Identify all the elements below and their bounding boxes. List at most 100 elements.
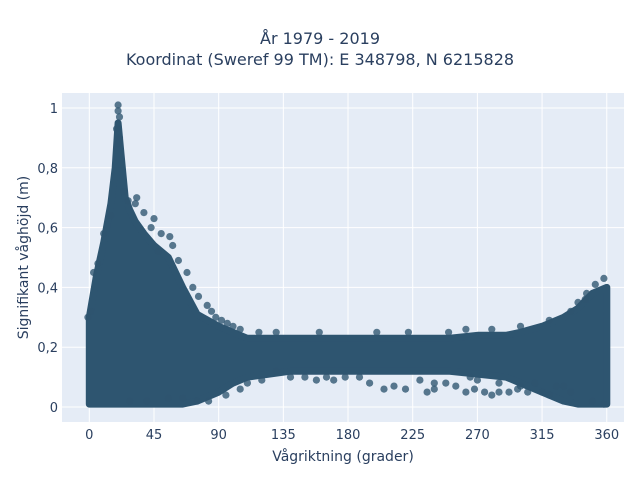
data-point xyxy=(445,328,453,336)
data-point xyxy=(514,385,522,393)
x-tick-label: 225 xyxy=(400,428,425,443)
data-point xyxy=(203,301,211,309)
data-point xyxy=(179,394,187,402)
data-point xyxy=(222,391,230,399)
data-point xyxy=(183,268,191,277)
data-point xyxy=(236,385,244,393)
data-point xyxy=(114,140,122,148)
data-point xyxy=(255,328,263,336)
x-tick-label: 45 xyxy=(146,428,163,443)
data-point xyxy=(217,316,226,324)
x-tick-label: 0 xyxy=(85,428,93,443)
data-point xyxy=(538,388,546,396)
data-point xyxy=(154,247,162,256)
data-point xyxy=(120,188,128,196)
data-point xyxy=(157,230,165,238)
y-axis-ticks: 0 0,2 0,4 0,6 0,8 1 xyxy=(37,102,58,416)
data-point xyxy=(87,307,95,315)
data-point xyxy=(430,385,438,393)
data-point xyxy=(131,200,139,208)
x-tick-label: 315 xyxy=(530,428,555,443)
data-point xyxy=(466,373,474,381)
data-point xyxy=(495,379,503,387)
data-point xyxy=(401,385,410,393)
data-point xyxy=(126,397,134,405)
data-point xyxy=(591,280,599,288)
data-point xyxy=(404,328,412,336)
data-point xyxy=(114,107,122,115)
y-tick-label: 0,4 xyxy=(37,281,58,296)
data-point xyxy=(330,376,338,384)
data-point xyxy=(390,382,398,390)
data-point xyxy=(505,388,513,396)
chart-title-line-1: År 1979 - 2019 xyxy=(260,29,380,48)
data-point xyxy=(140,209,148,217)
y-tick-label: 1 xyxy=(50,102,58,117)
x-axis-title: Vågriktning (grader) xyxy=(272,448,414,465)
y-tick-label: 0,2 xyxy=(37,341,58,356)
data-point xyxy=(243,379,251,387)
data-point xyxy=(430,379,438,387)
data-point xyxy=(322,373,331,381)
data-point xyxy=(100,230,108,238)
data-point xyxy=(545,391,553,399)
x-axis-ticks: 0 45 90 135 180 225 270 315 360 xyxy=(85,428,619,443)
data-point xyxy=(560,382,568,390)
data-point xyxy=(150,215,158,223)
data-point xyxy=(272,367,280,375)
data-point xyxy=(193,397,201,405)
chart-title: År 1979 - 2019 Koordinat (Sweref 99 TM):… xyxy=(0,28,640,70)
data-point xyxy=(552,382,561,390)
data-point xyxy=(312,376,320,384)
data-point xyxy=(207,307,216,315)
x-tick-label: 270 xyxy=(465,428,490,443)
data-point xyxy=(470,385,479,393)
data-point xyxy=(174,256,182,265)
data-point xyxy=(373,328,381,336)
data-point xyxy=(315,328,323,336)
x-tick-label: 90 xyxy=(210,428,227,443)
data-points xyxy=(84,101,608,408)
data-point xyxy=(600,274,608,282)
data-point xyxy=(462,325,470,333)
data-point xyxy=(495,388,503,396)
data-point xyxy=(166,233,174,241)
data-point xyxy=(366,379,374,387)
data-point xyxy=(531,379,539,387)
data-point xyxy=(524,388,532,396)
data-point xyxy=(223,319,231,327)
data-point xyxy=(236,325,244,333)
data-point xyxy=(114,101,122,109)
data-point xyxy=(301,373,309,381)
data-point xyxy=(416,376,424,384)
data-point xyxy=(107,212,115,220)
x-tick-label: 360 xyxy=(594,428,619,443)
data-point xyxy=(229,322,237,330)
data-point xyxy=(341,373,349,381)
data-point xyxy=(516,322,525,330)
data-point xyxy=(194,292,203,300)
data-point xyxy=(133,194,141,202)
data-point xyxy=(380,385,388,393)
data-point xyxy=(581,295,589,303)
data-point xyxy=(212,313,220,321)
data-point xyxy=(583,289,591,297)
data-point xyxy=(286,373,295,381)
x-tick-label: 180 xyxy=(336,428,361,443)
data-point xyxy=(205,397,213,405)
data-point xyxy=(442,379,450,387)
data-point xyxy=(124,197,132,205)
chart-title-line-2: Koordinat (Sweref 99 TM): E 348798, N 62… xyxy=(125,50,515,69)
x-tick-label: 135 xyxy=(271,428,296,443)
y-axis-title: Signifikant våghöjd (m) xyxy=(15,176,32,339)
data-point xyxy=(423,388,431,396)
data-point xyxy=(488,391,496,399)
data-point xyxy=(574,298,582,306)
data-point xyxy=(545,316,553,324)
data-point xyxy=(462,388,470,396)
data-point xyxy=(169,241,177,250)
data-point xyxy=(258,376,266,384)
data-point xyxy=(143,397,151,405)
data-point xyxy=(567,388,575,396)
